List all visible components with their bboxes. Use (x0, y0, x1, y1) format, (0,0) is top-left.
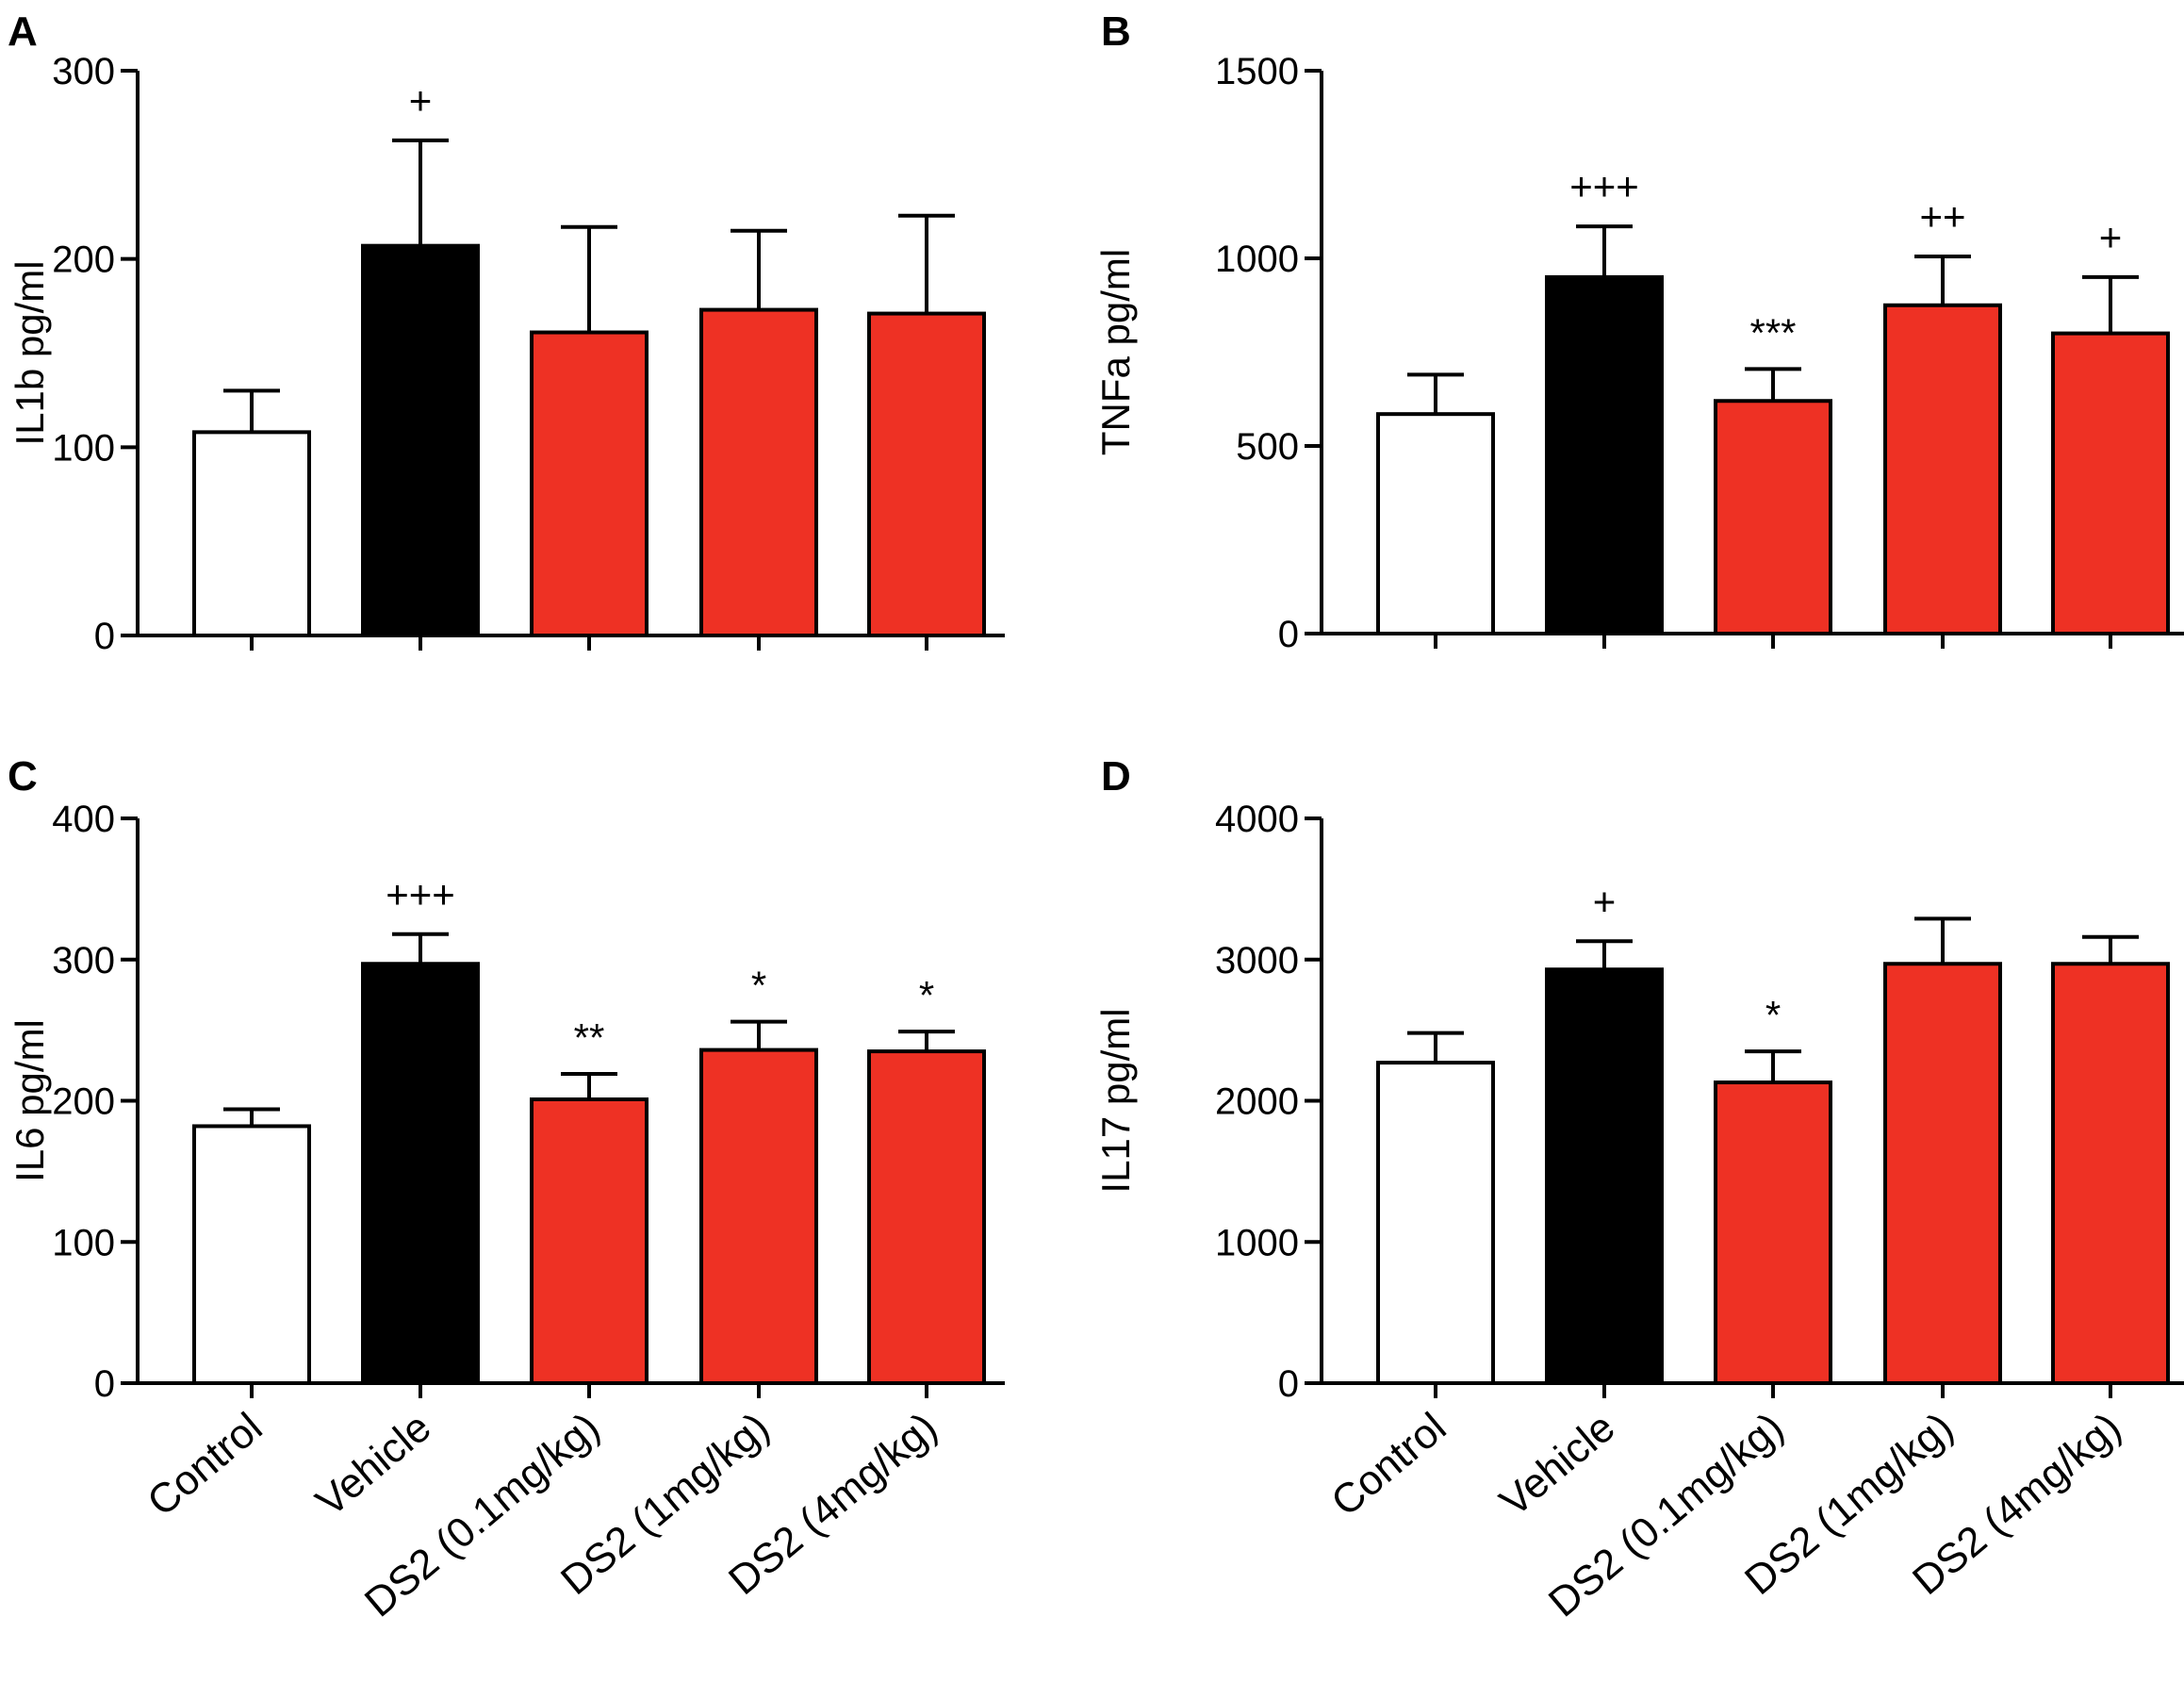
y-axis-label: IL17 pg/ml (1093, 1008, 1138, 1193)
y-tick-label: 1000 (1215, 239, 1299, 280)
significance-marker: +++ (386, 872, 455, 916)
panel-letter: C (8, 753, 38, 800)
bar-vehicle (1545, 967, 1664, 1386)
y-tick-label: 0 (94, 616, 115, 657)
bar-ds2-0-1mg-kg (1714, 399, 1832, 635)
significance-marker: * (1765, 993, 1781, 1037)
panel-letter: D (1101, 753, 1131, 800)
y-axis-label: TNFa pg/ml (1093, 249, 1138, 455)
bar-ds2-1mg-kg (1883, 962, 2002, 1385)
chart-panel-a: A IL1b pg/ml 0 100 200 300 + (8, 8, 1005, 657)
panel-letter: A (8, 8, 38, 55)
y-tick-label: 0 (1278, 614, 1299, 655)
y-tick-label: 1000 (1215, 1222, 1299, 1263)
bar-vehicle (361, 243, 480, 637)
significance-marker: + (2099, 215, 2123, 259)
bar-ds2-1mg-kg (699, 307, 818, 637)
significance-marker: + (1593, 879, 1617, 923)
significance-marker: *** (1749, 310, 1796, 355)
bar-vehicle (361, 962, 480, 1385)
y-tick-label: 0 (94, 1363, 115, 1405)
bar-ds2-0-1mg-kg (530, 330, 649, 637)
bar-ds2-4mg-kg (867, 1049, 986, 1386)
y-tick-label: 0 (1278, 1363, 1299, 1405)
panel-letter: B (1101, 8, 1131, 55)
bar-ds2-4mg-kg (2051, 962, 2170, 1385)
y-tick-label: 300 (52, 51, 115, 92)
y-axis-label: IL6 pg/ml (8, 1019, 52, 1182)
bar-control (1376, 1061, 1495, 1385)
bar-ds2-0-1mg-kg (530, 1097, 649, 1385)
bar-ds2-4mg-kg (867, 311, 986, 637)
y-axis-label: IL1b pg/ml (8, 260, 52, 445)
bar-ds2-1mg-kg (699, 1047, 818, 1385)
bar-ds2-4mg-kg (2051, 331, 2170, 635)
y-tick-label: 3000 (1215, 940, 1299, 981)
y-tick-label: 200 (52, 1081, 115, 1123)
bar-control (1376, 412, 1495, 636)
significance-marker: + (409, 78, 433, 123)
significance-marker: ** (574, 1015, 605, 1060)
bar-control (192, 430, 311, 637)
y-tick-label: 100 (52, 1222, 115, 1263)
bar-control (192, 1124, 311, 1385)
y-tick-label: 500 (1236, 426, 1299, 468)
significance-marker: ++ (1919, 194, 1965, 239)
y-tick-label: 4000 (1215, 799, 1299, 840)
bar-ds2-0-1mg-kg (1714, 1080, 1832, 1385)
bar-ds2-1mg-kg (1883, 303, 2002, 635)
significance-marker: * (919, 973, 934, 1017)
y-tick-label: 100 (52, 427, 115, 469)
y-tick-label: 1500 (1215, 51, 1299, 92)
y-tick-label: 300 (52, 940, 115, 981)
significance-marker: * (751, 964, 766, 1008)
bar-vehicle (1545, 274, 1664, 635)
y-tick-label: 200 (52, 239, 115, 281)
y-tick-label: 400 (52, 799, 115, 840)
y-tick-label: 2000 (1215, 1081, 1299, 1123)
significance-marker: +++ (1569, 164, 1639, 208)
